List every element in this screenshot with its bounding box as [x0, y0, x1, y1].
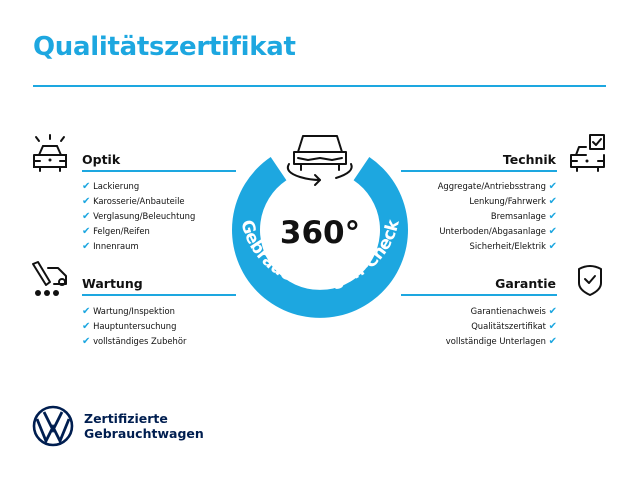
- optik-list: ✔ Lackierung ✔ Karosserie/Anbauteile ✔ V…: [82, 179, 195, 254]
- list-item: Garantienachweis ✔: [470, 306, 557, 317]
- list-item: ✔ vollständiges Zubehör: [82, 336, 187, 347]
- list-item: ✔ Lackierung: [82, 181, 140, 192]
- title-divider: [33, 85, 606, 87]
- wartung-list: ✔ Wartung/Inspektion ✔ Hauptuntersuchung…: [82, 304, 186, 349]
- list-item: Lenkung/Fahrwerk ✔: [469, 196, 557, 207]
- section-divider-optik: [82, 170, 236, 172]
- technik-list: Aggregate/Antriebsstrang ✔ Lenkung/Fahrw…: [438, 179, 557, 254]
- shield-check-icon: [578, 265, 602, 296]
- list-item: ✔ Wartung/Inspektion: [82, 306, 175, 317]
- logo-text: Zertifizierte Gebrauchtwagen: [84, 411, 204, 441]
- check-icon: ✔: [82, 321, 91, 332]
- check-icon: ✔: [548, 181, 557, 192]
- check-icon: ✔: [548, 196, 557, 207]
- section-title-technik: Technik: [502, 152, 556, 167]
- list-item: ✔ Innenraum: [82, 241, 139, 252]
- list-item: Aggregate/Antriebsstrang ✔: [437, 181, 557, 192]
- badge-value: 360°: [280, 215, 360, 251]
- check-icon: ✔: [548, 306, 557, 317]
- check-icon: ✔: [82, 306, 91, 317]
- list-item: ✔ Verglasung/Beleuchtung: [82, 211, 196, 222]
- list-item: ✔ Hauptuntersuchung: [82, 321, 177, 332]
- 360-badge: Gebrauchtwagen-Check 360°: [232, 135, 409, 318]
- garantie-list: Garantienachweis ✔ Qualitätszertifikat ✔…: [446, 304, 557, 349]
- check-icon: ✔: [82, 196, 91, 207]
- car-lights-icon: [33, 134, 67, 172]
- check-icon: ✔: [548, 226, 557, 237]
- check-icon: ✔: [82, 241, 91, 252]
- section-title-wartung: Wartung: [82, 276, 143, 291]
- list-item: Qualitätszertifikat ✔: [471, 321, 557, 332]
- section-divider-garantie: [401, 294, 557, 296]
- rotating-car-icon: [286, 135, 353, 186]
- list-item: Bremsanlage ✔: [490, 211, 557, 222]
- list-item: Sicherheit/Elektrik ✔: [469, 241, 557, 252]
- check-icon: ✔: [548, 241, 557, 252]
- badge-ring: [232, 157, 409, 318]
- check-icon: ✔: [82, 336, 91, 347]
- check-icon: ✔: [82, 226, 91, 237]
- logo-line-1: Zertifizierte: [84, 411, 168, 426]
- section-title-optik: Optik: [82, 152, 121, 167]
- page-title: Qualitätszertifikat: [33, 32, 296, 62]
- service-tools-icon: [32, 261, 67, 296]
- check-icon: ✔: [82, 211, 91, 222]
- logo-line-2: Gebrauchtwagen: [84, 426, 204, 441]
- check-icon: ✔: [548, 321, 557, 332]
- check-icon: ✔: [548, 336, 557, 347]
- list-item: ✔ Karosserie/Anbauteile: [82, 196, 185, 207]
- section-divider-wartung: [82, 294, 236, 296]
- section-divider-technik: [401, 170, 557, 172]
- vw-logo: [32, 405, 74, 447]
- check-icon: ✔: [82, 181, 91, 192]
- list-item: Unterboden/Abgasanlage ✔: [439, 226, 557, 237]
- car-checkbox-icon: [570, 134, 605, 172]
- section-title-garantie: Garantie: [495, 276, 556, 291]
- check-icon: ✔: [548, 211, 557, 222]
- list-item: vollständige Unterlagen ✔: [445, 336, 557, 347]
- list-item: ✔ Felgen/Reifen: [82, 226, 150, 237]
